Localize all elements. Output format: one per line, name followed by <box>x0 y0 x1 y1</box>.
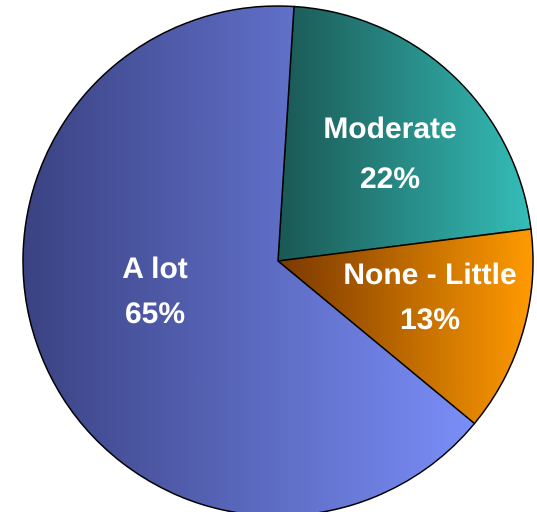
slice-value-label: 22% <box>360 162 420 195</box>
pie-slice <box>277 5 532 262</box>
slice-label: Moderate <box>323 112 456 145</box>
slice-label: None - Little <box>343 258 516 291</box>
pie-slice <box>276 228 534 425</box>
pie-slice <box>22 5 476 512</box>
slice-value-label: 13% <box>400 303 460 336</box>
slice-label: A lot <box>122 252 188 285</box>
slice-value-label: 65% <box>125 297 185 330</box>
